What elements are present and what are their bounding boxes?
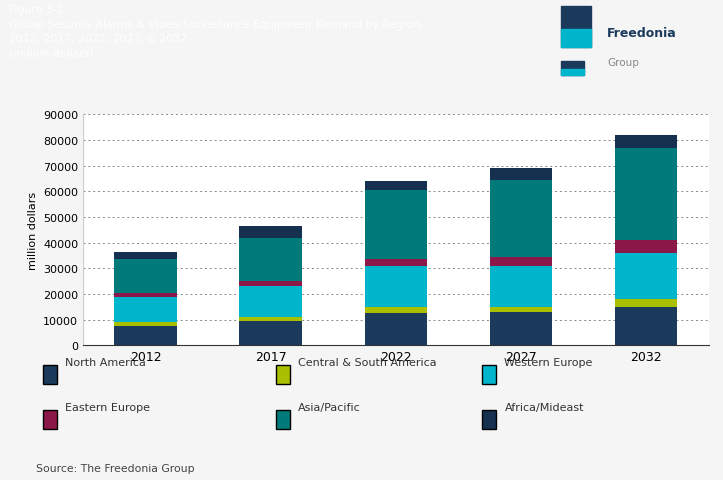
Bar (239, 321, 302, 346)
Bar (239, 238, 302, 282)
Bar (364, 260, 427, 266)
Bar (615, 300, 677, 307)
Y-axis label: million dollars: million dollars (27, 192, 38, 269)
Bar (239, 282, 302, 287)
FancyBboxPatch shape (43, 366, 57, 384)
FancyBboxPatch shape (482, 366, 497, 384)
Bar (364, 266, 427, 307)
Bar (239, 287, 302, 317)
Bar (364, 313, 427, 346)
Bar (114, 326, 177, 346)
Bar (239, 227, 302, 238)
Bar (114, 297, 177, 323)
Bar (615, 148, 677, 240)
Bar (615, 136, 677, 148)
Text: Central & South America: Central & South America (298, 357, 437, 367)
Bar (114, 260, 177, 293)
Bar (239, 317, 302, 321)
Bar (561, 7, 591, 48)
Bar (615, 307, 677, 346)
Bar (114, 252, 177, 260)
FancyBboxPatch shape (482, 410, 497, 429)
Bar (364, 191, 427, 260)
Bar (489, 312, 552, 346)
Bar (489, 307, 552, 312)
FancyBboxPatch shape (275, 410, 290, 429)
Bar (561, 62, 584, 76)
Text: Africa/Mideast: Africa/Mideast (505, 402, 584, 412)
Bar (364, 307, 427, 313)
Text: Group: Group (607, 59, 639, 68)
Bar (615, 240, 677, 253)
Bar (489, 257, 552, 266)
Bar (615, 253, 677, 300)
Text: Freedonia: Freedonia (607, 27, 677, 40)
Bar (114, 293, 177, 297)
Bar (114, 323, 177, 326)
FancyBboxPatch shape (275, 366, 290, 384)
Bar (489, 169, 552, 180)
Bar (561, 30, 591, 48)
Bar (364, 182, 427, 191)
Text: Asia/Pacific: Asia/Pacific (298, 402, 361, 412)
Text: Figure 3-2.
Global Security Alarms & Video Surveillance Equipment Demand by Regi: Figure 3-2. Global Security Alarms & Vid… (9, 5, 423, 59)
Bar (489, 266, 552, 307)
Text: Source: The Freedonia Group: Source: The Freedonia Group (36, 463, 194, 473)
Bar (489, 180, 552, 257)
Text: North America: North America (65, 357, 146, 367)
Text: Western Europe: Western Europe (505, 357, 593, 367)
FancyBboxPatch shape (43, 410, 57, 429)
Text: Eastern Europe: Eastern Europe (65, 402, 150, 412)
Bar (561, 70, 584, 76)
